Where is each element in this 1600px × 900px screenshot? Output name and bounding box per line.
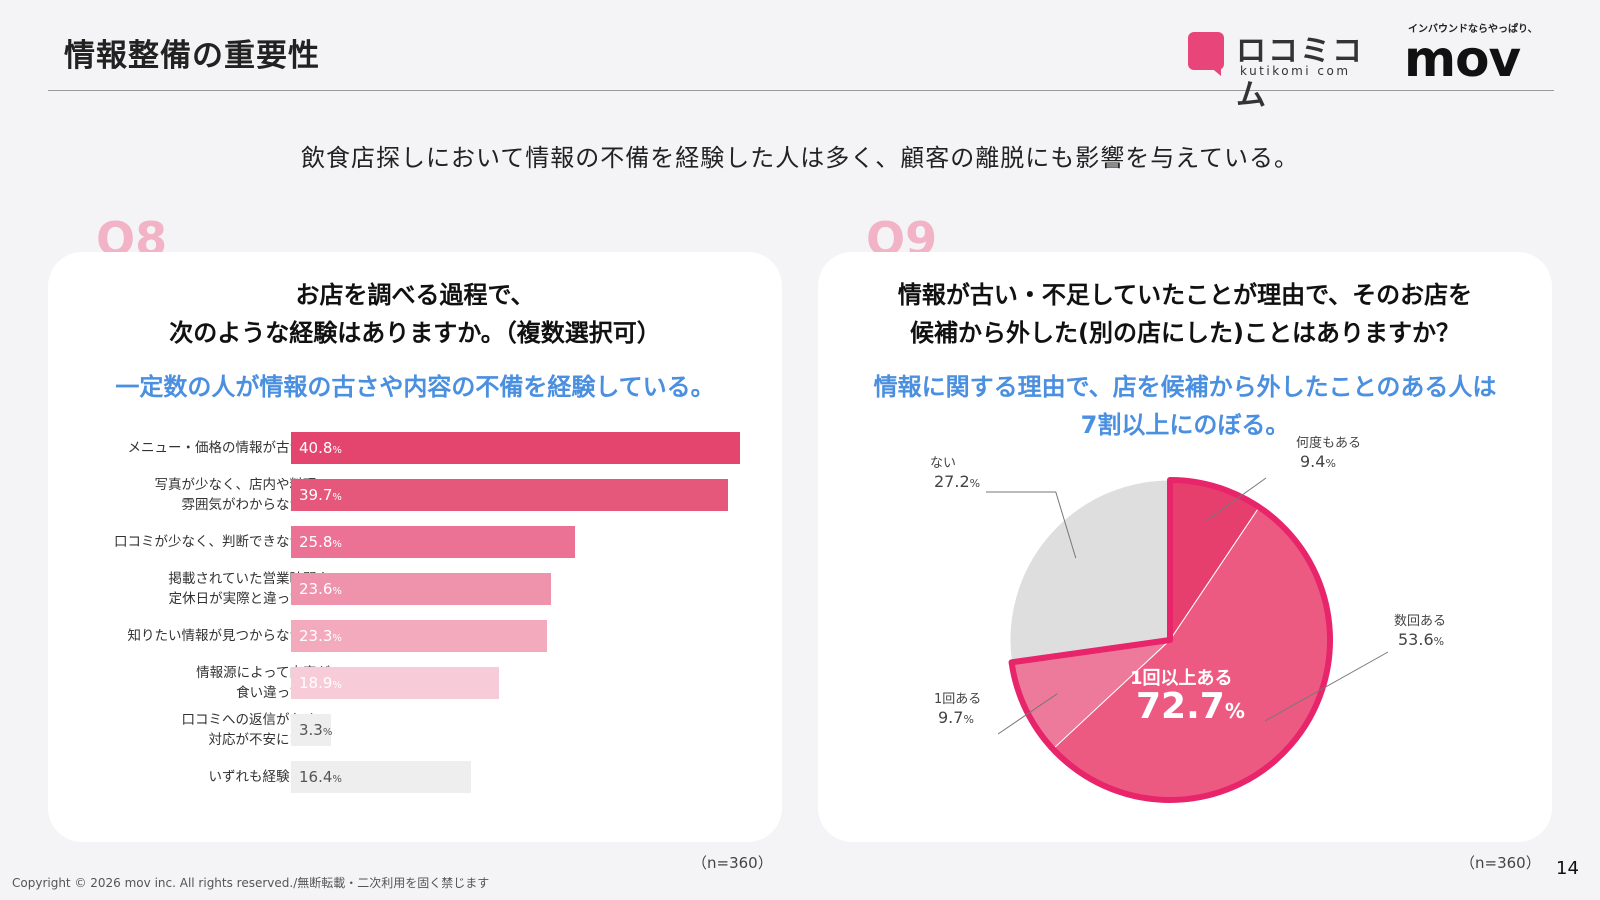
pie-leader-line (1206, 477, 1267, 522)
bar (291, 573, 551, 605)
mov-logo-tagline: インバウンドならやっぱり、 (1408, 24, 1538, 35)
q8-question-line1: お店を調べる過程で、 (295, 281, 535, 309)
bar-category-label-line: メニュー・価格の情報が古かった (127, 440, 331, 456)
q8-card: お店を調べる過程で、 次のような経験はありますか。（複数選択可） 一定数の人が情… (48, 252, 782, 842)
bar-category-label-line: 口コミが少なく、判断できなかった (114, 534, 330, 550)
kutikomi-logo-name: ロコミコム (1236, 34, 1364, 113)
header-divider (48, 90, 1554, 91)
pie-slice-value: 9.4% (1300, 452, 1336, 471)
pie-slice-label: 1回ある (934, 692, 982, 707)
bar-value-label: 39.7% (299, 486, 342, 504)
q9-sample-size: （n=360） (1460, 854, 1541, 872)
q9-question-line2: 候補から外した(別の店にした)ことはありますか？ (910, 319, 1460, 347)
q8-question: お店を調べる過程で、 次のような経験はありますか。（複数選択可） (48, 276, 782, 352)
bar-category-label-line: 写真が少なく、店内や料理の (154, 477, 331, 493)
pie-leader-line (997, 693, 1058, 735)
pie-svg (986, 477, 1389, 803)
bar (291, 526, 575, 558)
pie-center-label: 1回以上ある (1130, 668, 1233, 689)
q9-question: 情報が古い・不足していたことが理由で、そのお店を 候補から外した(別の店にした)… (818, 276, 1552, 352)
slide-subtitle: 飲食店探しにおいて情報の不備を経験した人は多く、顧客の離脱にも影響を与えている。 (300, 144, 1300, 172)
copyright: Copyright © 2026 mov inc. All rights res… (12, 876, 490, 890)
q9-card: 情報が古い・不足していたことが理由で、そのお店を 候補から外した(別の店にした)… (818, 252, 1552, 842)
mov-logo-word: mov (1404, 30, 1521, 88)
bar-row: 掲載されていた営業時間や 定休日が実際と違っていた 23.6% (48, 571, 782, 607)
bar-category-label-line: 知りたい情報が見つからなかった (127, 628, 331, 644)
bar-value-label: 16.4% (299, 768, 342, 786)
pie-slice-label: 数回ある (1394, 614, 1447, 629)
pie-slice-value: 9.7% (938, 708, 974, 727)
bar-category-label-line: 定休日が実際と違っていた (168, 591, 330, 607)
bar-value-label: 3.3% (299, 721, 333, 739)
pie-emphasis-outline (1008, 477, 1333, 803)
kutikomi-logo-sub: kutikomi com (1240, 64, 1351, 78)
page-number: 14 (1556, 858, 1579, 879)
bar (291, 761, 472, 793)
bar (291, 714, 331, 746)
page-title: 情報整備の重要性 (64, 38, 320, 74)
bar-row: メニュー・価格の情報が古かった 40.8% (48, 432, 782, 464)
q8-highlight: 一定数の人が情報の古さや内容の不備を経験している。 (115, 373, 715, 401)
bar-value-label: 23.6% (299, 580, 342, 598)
bar (291, 479, 728, 511)
pie-slice-label: ない (930, 456, 957, 471)
bar-value-label: 23.3% (299, 627, 342, 645)
bar (291, 432, 740, 464)
bar (291, 620, 548, 652)
q9-highlight-line2: 7割以上にのぼる。 (1080, 411, 1290, 439)
bar-row: 写真が少なく、店内や料理の 雰囲気がわからなかった 39.7% (48, 477, 782, 513)
bar-category-label: 口コミが少なく、判断できなかった (90, 532, 330, 552)
q9-highlight: 情報に関する理由で、店を候補から外したことのある人は 7割以上にのぼる。 (818, 368, 1552, 444)
bar-row: 情報源によって内容が 食い違っていた 18.9% (48, 665, 782, 701)
bar-category-label: 掲載されていた営業時間や 定休日が実際と違っていた (90, 569, 330, 609)
q8-question-line2: 次のような経験はありますか。（複数選択可） (169, 319, 661, 347)
pie-slice-value: 27.2% (934, 472, 981, 491)
pie-leader-line (986, 491, 1077, 559)
kutikomi-logo: ロコミコム kutikomi com (1188, 26, 1378, 113)
q9-question-line1: 情報が古い・不足していたことが理由で、そのお店を (897, 281, 1473, 309)
bar-category-label: メニュー・価格の情報が古かった (90, 438, 331, 458)
bar-value-label: 40.8% (299, 439, 342, 457)
speech-bubble-icon (1188, 32, 1224, 70)
pie-leader-line (1264, 651, 1389, 722)
bar-category-label-line: 掲載されていた営業時間や (168, 571, 330, 587)
bar-value-label: 18.9% (299, 674, 342, 692)
pie-slice-value: 53.6% (1398, 630, 1445, 649)
pie-center-value: 72.7% (1136, 686, 1245, 727)
bar-value-label: 25.8% (299, 533, 342, 551)
q9-pie-chart: 何度もある 9.4% 数回ある 53.6% 1回ある 9.7% ない 27.2% 1回以上ある 7… (818, 252, 1552, 842)
mov-logo: インバウンドならやっぱり、 mov (1404, 20, 1554, 88)
bar-category-label: 知りたい情報が見つからなかった (90, 626, 331, 646)
pie-slice (1009, 479, 1171, 663)
q8-sample-size: （n=360） (692, 854, 773, 872)
q9-highlight-line1: 情報に関する理由で、店を候補から外したことのある人は (873, 373, 1497, 401)
bar-row: 口コミへの返信がなく、 対応が不安になった 3.3% (48, 712, 782, 748)
bar (291, 667, 499, 699)
bar-row: 知りたい情報が見つからなかった 23.3% (48, 620, 782, 652)
bar-row: いずれも経験はない 16.4% (48, 761, 782, 793)
pie-slice-label: 何度もある (1296, 436, 1362, 451)
bar-row: 口コミが少なく、判断できなかった 25.8% (48, 526, 782, 558)
speech-bubble-tail (1209, 66, 1221, 76)
